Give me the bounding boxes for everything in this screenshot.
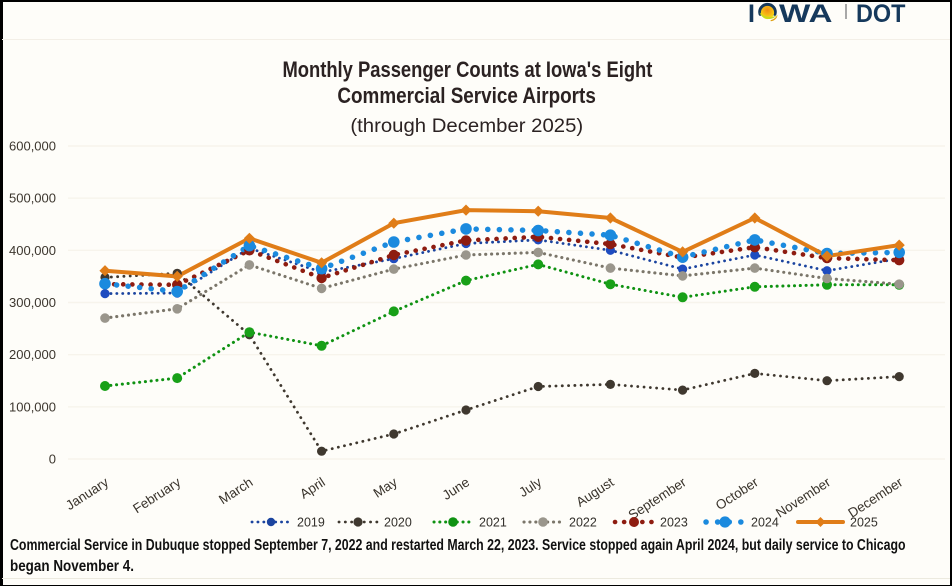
svg-text:600,000: 600,000 — [9, 139, 56, 154]
svg-text:500,000: 500,000 — [9, 191, 56, 206]
svg-text:April: April — [297, 474, 328, 501]
svg-text:0: 0 — [49, 452, 56, 467]
svg-text:100,000: 100,000 — [9, 399, 56, 414]
svg-text:November: November — [773, 474, 833, 521]
svg-text:August: August — [573, 474, 616, 509]
svg-text:2022: 2022 — [569, 516, 597, 530]
svg-text:300,000: 300,000 — [9, 295, 56, 310]
svg-text:February: February — [130, 474, 183, 516]
svg-text:2023: 2023 — [660, 516, 688, 530]
svg-text:400,000: 400,000 — [9, 243, 56, 258]
svg-text:June: June — [440, 474, 473, 502]
svg-text:2019: 2019 — [297, 516, 325, 530]
svg-text:2021: 2021 — [479, 516, 507, 530]
svg-text:July: July — [516, 474, 544, 500]
svg-text:March: March — [216, 474, 255, 507]
svg-text:2024: 2024 — [751, 516, 779, 530]
svg-text:2020: 2020 — [384, 516, 412, 530]
svg-text:200,000: 200,000 — [9, 347, 56, 362]
svg-text:December: December — [845, 474, 905, 521]
svg-text:January: January — [63, 474, 111, 513]
svg-text:May: May — [371, 474, 401, 501]
svg-text:October: October — [713, 474, 762, 513]
svg-text:2025: 2025 — [850, 516, 878, 530]
